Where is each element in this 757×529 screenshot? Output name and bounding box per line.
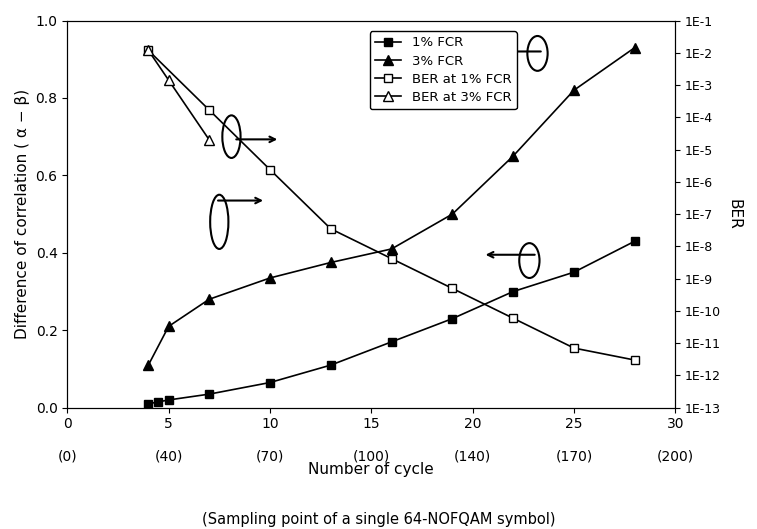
BER at 1% FCR [204,107,213,113]
1% FCR [154,399,163,405]
3% FCR [509,153,518,159]
BER at 3% FCR [144,47,153,53]
Text: (100): (100) [353,449,390,463]
Text: (Sampling point of a single 64-NOFQAM symbol): (Sampling point of a single 64-NOFQAM sy… [202,512,555,527]
1% FCR [448,315,457,322]
3% FCR [569,87,578,94]
1% FCR [387,339,396,345]
Text: (0): (0) [58,449,77,463]
1% FCR [326,362,335,368]
BER at 1% FCR [509,315,518,322]
BER at 3% FCR [204,136,213,143]
1% FCR [144,400,153,407]
Line: BER at 1% FCR: BER at 1% FCR [145,47,639,364]
1% FCR [509,288,518,295]
BER at 1% FCR [266,167,275,173]
BER at 3% FCR [164,77,173,83]
Line: BER at 3% FCR: BER at 3% FCR [144,45,214,144]
BER at 1% FCR [448,285,457,291]
3% FCR [144,362,153,368]
BER at 1% FCR [326,226,335,232]
Y-axis label: Difference of correlation ( α − β): Difference of correlation ( α − β) [15,89,30,339]
3% FCR [204,296,213,303]
Y-axis label: BER: BER [727,199,742,230]
BER at 1% FCR [387,256,396,262]
3% FCR [631,44,640,51]
Text: (70): (70) [256,449,284,463]
1% FCR [266,379,275,386]
1% FCR [204,391,213,397]
Line: 3% FCR: 3% FCR [144,43,640,370]
Text: (200): (200) [657,449,694,463]
BER at 1% FCR [569,345,578,351]
3% FCR [387,246,396,252]
Line: 1% FCR: 1% FCR [145,238,639,408]
1% FCR [164,397,173,403]
3% FCR [164,323,173,330]
1% FCR [569,269,578,276]
1% FCR [631,238,640,244]
Text: (170): (170) [556,449,593,463]
Text: (40): (40) [154,449,182,463]
3% FCR [326,259,335,266]
3% FCR [448,211,457,217]
3% FCR [266,275,275,281]
X-axis label: Number of cycle: Number of cycle [308,462,435,477]
BER at 1% FCR [631,357,640,363]
BER at 1% FCR [144,47,153,53]
Text: (140): (140) [454,449,491,463]
Legend: 1% FCR, 3% FCR, BER at 1% FCR, BER at 3% FCR: 1% FCR, 3% FCR, BER at 1% FCR, BER at 3%… [369,31,517,110]
